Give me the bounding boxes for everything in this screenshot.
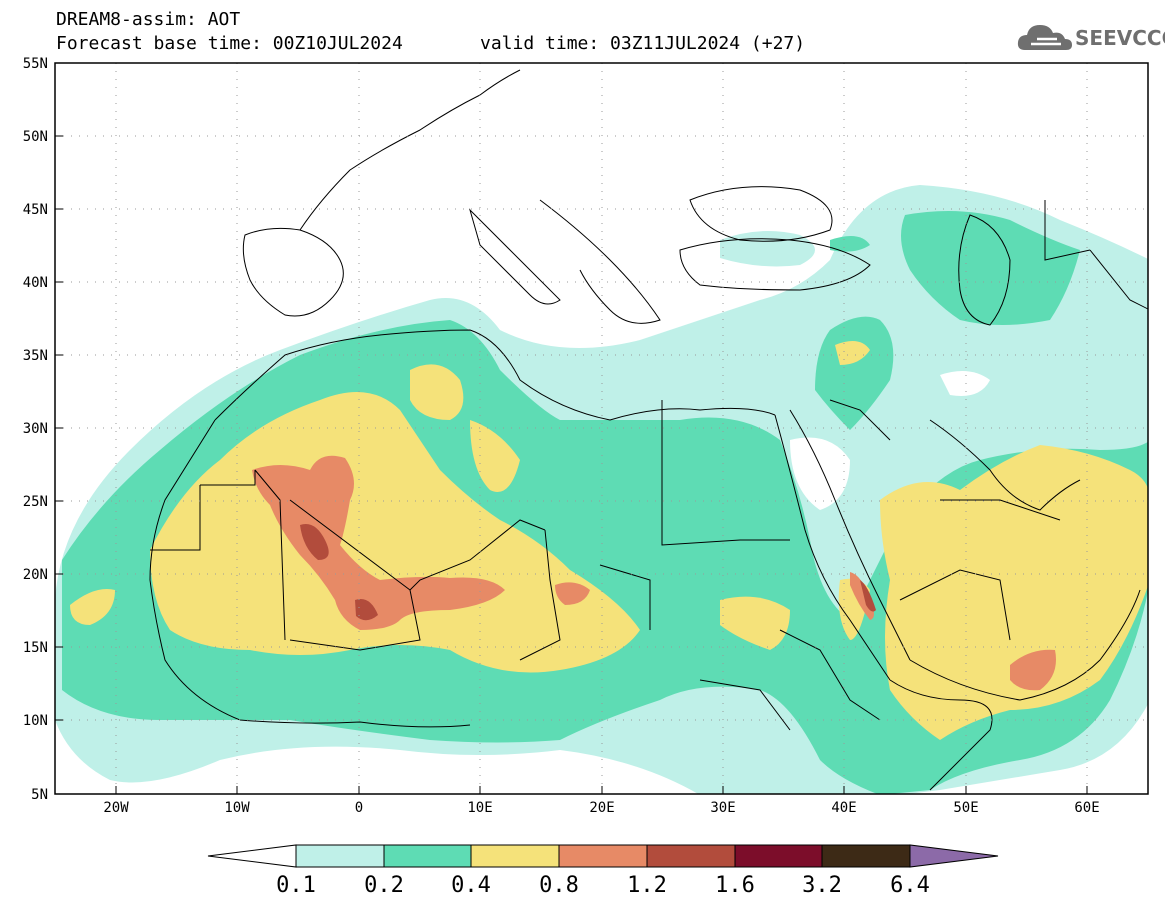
- colorbar-swatch: [821, 844, 911, 868]
- aot-level-0.8: [252, 455, 505, 630]
- colorbar-label: 1.2: [627, 873, 667, 898]
- seevccc-logo: SEEVCCC: [1017, 20, 1165, 56]
- latitude-labels: 55N 50N 45N 40N 35N 30N 25N 20N 15N 10N …: [23, 56, 48, 803]
- colorbar-swatch: [734, 844, 823, 868]
- lat-label: 10N: [23, 713, 48, 729]
- lon-label: 50E: [953, 800, 978, 816]
- lat-label: 45N: [23, 202, 48, 218]
- valid-time: valid time: 03Z11JUL2024 (+27): [480, 33, 806, 54]
- colorbar-label: 1.6: [715, 873, 755, 898]
- cloud-icon: [1017, 25, 1072, 50]
- lat-label: 25N: [23, 494, 48, 510]
- colorbar-label: 3.2: [802, 873, 842, 898]
- longitude-labels: 20W 10W 0 10E 20E 30E 40E 50E 60E: [103, 800, 1099, 816]
- lon-label: 20E: [589, 800, 614, 816]
- colorbar-swatch: [295, 844, 385, 868]
- coastlines: [149, 69, 1148, 791]
- tick-marks: [55, 62, 1088, 795]
- lat-label: 50N: [23, 129, 48, 145]
- lon-label: 10E: [467, 800, 492, 816]
- colorbar-swatch: [470, 844, 560, 868]
- lon-label: 0: [355, 800, 363, 816]
- lon-label: 30E: [710, 800, 735, 816]
- lon-label: 20W: [103, 800, 129, 816]
- logo-text: SEEVCCC: [1075, 26, 1165, 50]
- colorbar-swatch: [646, 844, 736, 868]
- aot-field: [55, 185, 1148, 794]
- aot-level-1.2: [300, 524, 329, 560]
- colorbar-swatch: [558, 844, 648, 868]
- colorbar: [207, 844, 999, 868]
- lat-label: 15N: [23, 640, 48, 656]
- colorbar-label: 6.4: [890, 873, 930, 898]
- lat-label: 20N: [23, 567, 48, 583]
- colorbar-label: 0.8: [539, 873, 579, 898]
- colorbar-label: 0.4: [451, 873, 491, 898]
- product-title: DREAM8-assim: AOT: [56, 9, 241, 30]
- lat-label: 5N: [31, 787, 48, 803]
- lon-label: 60E: [1074, 800, 1099, 816]
- lat-label: 35N: [23, 348, 48, 364]
- colorbar-swatch: [383, 844, 472, 868]
- colorbar-labels: 0.1 0.2 0.4 0.8 1.2 1.6 3.2 6.4: [276, 873, 930, 898]
- aot-level-0.4: [150, 392, 640, 673]
- lat-label: 55N: [23, 56, 48, 72]
- lon-label: 40E: [831, 800, 856, 816]
- colorbar-label: 0.2: [364, 873, 404, 898]
- colorbar-label: 0.1: [276, 873, 316, 898]
- lat-label: 40N: [23, 275, 48, 291]
- colorbar-left-arrow: [207, 844, 297, 868]
- lon-label: 10W: [224, 800, 250, 816]
- forecast-base-time: Forecast base time: 00Z10JUL2024: [56, 33, 403, 54]
- colorbar-right-arrow: [909, 844, 999, 868]
- lat-label: 30N: [23, 421, 48, 437]
